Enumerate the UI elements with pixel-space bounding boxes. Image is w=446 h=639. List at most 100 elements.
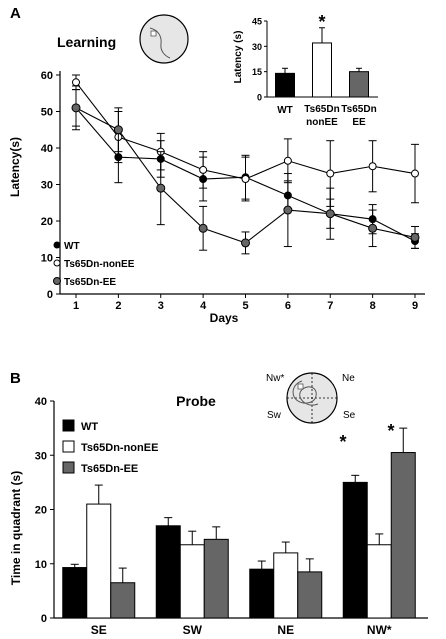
probe-title: Probe — [176, 393, 216, 409]
learning-y-ticks: 0 10 20 30 40 50 60 — [41, 70, 60, 301]
probe-bar — [390, 452, 416, 619]
probe-legend-nonee: Ts65Dn-nonEE — [81, 442, 158, 454]
probe-x-tick-label: SW — [183, 623, 203, 637]
inset-chart: 0 15 30 45 — [252, 17, 378, 103]
learning-point — [283, 156, 292, 165]
learning-point — [325, 209, 335, 219]
inset-x-label-wt: WT — [277, 105, 293, 116]
learning-x-tick-label: 6 — [285, 300, 291, 312]
probe-bar — [366, 544, 392, 619]
probe-bar — [155, 525, 181, 619]
inset-x-label-nonee-2: nonEE — [306, 117, 338, 128]
learning-y-tick-label: 20 — [41, 216, 53, 228]
probe-x-tick-label: NW* — [367, 623, 392, 637]
probe-bar — [203, 538, 229, 619]
learning-y-tick-label: 10 — [41, 253, 53, 265]
probe-chart: 0 10 20 30 40 SE SW NE NW* — [35, 396, 428, 637]
learning-point — [241, 175, 250, 184]
inset-x-label-ee-1: Ts65Dn — [341, 104, 376, 115]
probe-x-tick-label: SE — [91, 623, 107, 637]
learning-point — [283, 205, 293, 215]
maze-label-nw: Nw* — [266, 373, 284, 384]
learning-legend-wt: WT — [64, 241, 80, 252]
learning-x-tick-label: 9 — [412, 300, 418, 312]
learning-y-tick-label: 60 — [41, 70, 53, 82]
learning-y-tick-label: 30 — [41, 180, 53, 192]
learning-x-tick-label: 3 — [158, 300, 164, 312]
probe-y-tick-label: 10 — [35, 559, 47, 571]
inset-x-label-nonee-1: Ts65Dn — [304, 104, 339, 115]
inset-bars — [275, 27, 369, 98]
inset-bar — [275, 72, 295, 98]
learning-point — [326, 169, 335, 178]
inset-y-tick-label: 30 — [252, 42, 262, 52]
inset-y-tick-label: 45 — [252, 17, 262, 27]
learning-series-2 — [71, 85, 420, 255]
probe-legend: WT Ts65Dn-nonEE Ts65Dn-EE — [62, 419, 158, 475]
probe-y-tick-label: 30 — [35, 450, 47, 462]
learning-x-tick-label: 1 — [73, 300, 79, 312]
panel-label-b: B — [10, 370, 21, 387]
learning-x-tick-label: 2 — [115, 300, 121, 312]
learning-series — [71, 74, 420, 255]
learning-point — [241, 238, 250, 248]
probe-legend-wt: WT — [81, 421, 98, 433]
learning-y-tick-label: 0 — [47, 289, 53, 301]
learning-title: Learning — [57, 34, 116, 50]
learning-point — [156, 183, 166, 193]
learning-x-tick-label: 5 — [242, 300, 248, 312]
learning-point — [72, 78, 80, 87]
learning-x-tick-label: 8 — [370, 300, 376, 312]
probe-bar — [179, 544, 205, 619]
probe-bar — [110, 582, 136, 619]
learning-x-tick-label: 4 — [200, 300, 207, 312]
probe-bar — [297, 571, 323, 619]
probe-maze-icon — [286, 372, 338, 424]
inset-y-tick-label: 0 — [257, 93, 262, 103]
probe-y-label: Time in quadrant (s) — [9, 471, 23, 585]
probe-star-ee: * — [387, 421, 394, 441]
inset-y-ticks: 0 15 30 45 — [252, 17, 267, 103]
learning-chart: 0 10 20 30 40 50 60 1 2 3 4 5 6 7 8 9 — [41, 70, 425, 312]
probe-y-tick-label: 20 — [35, 505, 47, 517]
learning-point — [368, 162, 377, 171]
inset-significance-star: * — [318, 12, 325, 32]
probe-star-wt: * — [339, 432, 346, 452]
learning-x-ticks: 1 2 3 4 5 6 7 8 9 — [73, 294, 418, 312]
probe-y-tick-label: 40 — [35, 396, 47, 408]
learning-point — [71, 103, 81, 113]
learning-plot-area — [59, 71, 425, 295]
inset-x-label-ee-2: EE — [352, 117, 366, 128]
learning-point — [410, 232, 420, 242]
learning-legend: WT Ts65Dn-nonEE Ts65Dn-EE — [53, 241, 135, 288]
probe-bar — [86, 503, 112, 619]
probe-y-tick-label: 0 — [41, 613, 47, 625]
probe-bars — [62, 427, 416, 619]
learning-x-tick-label: 7 — [327, 300, 333, 312]
learning-legend-ee: Ts65Dn-EE — [64, 277, 116, 288]
learning-point — [199, 165, 208, 174]
probe-x-tick-label: NE — [277, 623, 294, 637]
probe-bar — [342, 481, 368, 619]
learning-y-tick-label: 50 — [41, 107, 53, 119]
panel-label-a: A — [10, 5, 21, 22]
probe-bar — [273, 552, 299, 619]
learning-y-label: Latency(s) — [8, 137, 22, 197]
learning-point — [368, 223, 378, 233]
inset-y-label: Latency (s) — [233, 31, 244, 84]
probe-y-ticks: 0 10 20 30 40 — [35, 396, 54, 625]
learning-legend-nonee: Ts65Dn-nonEE — [64, 259, 135, 270]
inset-bar — [312, 42, 332, 98]
maze-label-sw: Sw — [267, 410, 282, 421]
inset-y-tick-label: 15 — [252, 67, 262, 77]
maze-label-se: Se — [343, 410, 356, 421]
learning-point — [198, 223, 208, 233]
learning-point — [113, 125, 123, 135]
learning-y-tick-label: 40 — [41, 143, 53, 155]
probe-bar — [249, 568, 275, 619]
inset-bar — [349, 71, 369, 98]
probe-legend-ee: Ts65Dn-EE — [81, 463, 138, 475]
probe-bar — [62, 567, 88, 619]
learning-point — [411, 169, 419, 178]
